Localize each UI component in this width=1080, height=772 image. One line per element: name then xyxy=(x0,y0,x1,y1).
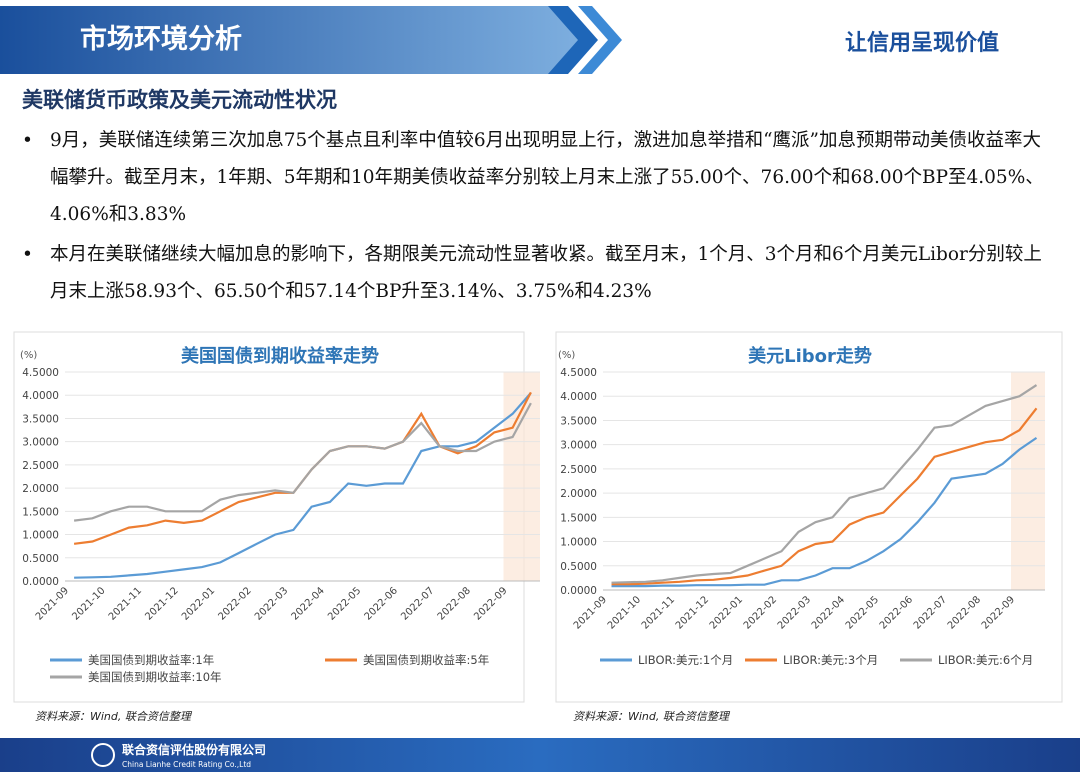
y-tick-label: 2.5000 xyxy=(22,460,59,472)
chart-frame xyxy=(555,331,1063,703)
y-tick-label: 0.0000 xyxy=(560,585,597,597)
line xyxy=(611,407,1038,586)
y-tick-label: 2.0000 xyxy=(560,488,597,500)
y-tick-label: 1.0000 xyxy=(22,530,59,542)
x-tick-label: 2021-09 xyxy=(572,594,609,631)
y-tick-label: 4.0000 xyxy=(560,391,597,403)
x-tick-label: 2022-07 xyxy=(399,585,436,622)
x-tick-label: 2022-03 xyxy=(776,594,813,631)
y-tick-label: 2.5000 xyxy=(560,464,597,476)
x-tick-label: 2022-06 xyxy=(878,594,915,631)
y-tick-label: 0.5000 xyxy=(560,561,597,573)
x-tick-label: 2021-12 xyxy=(674,594,711,631)
x-tick-label: 2021-09 xyxy=(34,585,71,622)
x-tick-label: 2022-08 xyxy=(946,594,983,631)
line xyxy=(611,436,1038,588)
highlight xyxy=(1011,372,1045,590)
footer-band xyxy=(0,738,1080,772)
x-tick-label: 2021-10 xyxy=(606,594,643,631)
chart-frame xyxy=(13,331,525,703)
legend-label: 美国国债到期收益率:1年 xyxy=(88,653,214,667)
bullet-dot: • xyxy=(22,244,33,265)
y-tick-label: 4.5000 xyxy=(22,367,59,379)
chevron xyxy=(578,6,622,74)
y-tick-label: 3.0000 xyxy=(22,437,59,449)
source-note: 资料来源：Wind, 联合资信整理 xyxy=(35,710,193,723)
bullet-text: 本月在美联储继续大幅加息的影响下，各期限美元流动性显著收紧。截至月末，1个月、3… xyxy=(50,244,1042,302)
chart-title: 美元Libor走势 xyxy=(748,345,872,367)
y-tick-label: 4.0000 xyxy=(22,390,59,402)
x-tick-label: 2022-03 xyxy=(253,585,290,622)
x-tick-label: 2021-10 xyxy=(70,585,107,622)
slogan: 让信用呈现价值 xyxy=(845,30,999,56)
x-tick-label: 2021-12 xyxy=(143,585,180,622)
bullet-text: 9月，美联储连续第三次加息75个基点且利率中值较6月出现明显上行，激进加息举措和… xyxy=(50,130,1044,225)
y-tick-label: 3.0000 xyxy=(560,440,597,452)
x-tick-label: 2021-11 xyxy=(640,594,677,631)
y-tick-label: 0.0000 xyxy=(22,576,59,588)
y-tick-label: 2.0000 xyxy=(22,483,59,495)
legend-label: 美国国债到期收益率:10年 xyxy=(88,670,222,684)
line xyxy=(73,402,532,522)
x-tick-label: 2022-05 xyxy=(326,585,363,622)
y-tick-label: 0.5000 xyxy=(22,553,59,565)
header: 市场环境分析 让信用呈现价值 xyxy=(0,6,999,74)
legend-label: 美国国债到期收益率:5年 xyxy=(363,653,489,667)
x-tick-label: 2022-01 xyxy=(180,585,217,622)
y-unit: (%) xyxy=(558,350,575,361)
charts: 美国国债到期收益率走势 (%) 0.0000 0.5000 1.0000 1.5000 2.… xyxy=(13,331,1063,723)
section-title: 美联储货币政策及美元流动性状况 xyxy=(22,88,337,112)
line xyxy=(74,392,532,579)
chevron xyxy=(548,6,598,74)
bullet-dot: • xyxy=(22,130,33,151)
x-tick-label: 2022-07 xyxy=(912,594,949,631)
line xyxy=(611,384,1038,584)
line xyxy=(73,391,532,545)
y-tick-label: 1.5000 xyxy=(22,506,59,518)
legend-label: LIBOR:美元:3个月 xyxy=(783,653,878,667)
y-tick-label: 3.5000 xyxy=(560,415,597,427)
x-tick-label: 2022-01 xyxy=(708,594,745,631)
company-name: 联合资信评估股份有限公司 xyxy=(122,742,266,757)
x-tick-label: 2022-02 xyxy=(216,585,253,622)
chart-title: 美国国债到期收益率走势 xyxy=(181,345,379,367)
y-tick-label: 1.5000 xyxy=(560,512,597,524)
x-tick-label: 2022-04 xyxy=(810,594,847,631)
y-tick-label: 3.5000 xyxy=(22,413,59,425)
x-tick-label: 2021-11 xyxy=(107,585,144,622)
logo xyxy=(91,743,115,767)
x-tick-label: 2022-04 xyxy=(290,585,327,622)
x-tick-label: 2022-08 xyxy=(436,585,473,622)
x-tick-label: 2022-06 xyxy=(363,585,400,622)
bullet: • 本月在美联储继续大幅加息的影响下，各期限美元流动性显著收紧。截至月末，1个月、… xyxy=(22,236,1052,310)
x-tick-label: 2022-09 xyxy=(980,594,1017,631)
header-band xyxy=(0,6,590,74)
header-title: 市场环境分析 xyxy=(80,23,242,55)
company-name-en: China Lianhe Credit Rating Co.,Ltd xyxy=(122,760,251,769)
x-tick-label: 2022-05 xyxy=(844,594,881,631)
y-tick-label: 1.0000 xyxy=(560,537,597,549)
y-unit: (%) xyxy=(20,350,37,361)
legend-label: LIBOR:美元:1个月 xyxy=(638,653,733,667)
x-tick-label: 2022-02 xyxy=(742,594,779,631)
highlight xyxy=(503,372,540,581)
source-note: 资料来源：Wind, 联合资信整理 xyxy=(573,710,731,723)
y-tick-label: 4.5000 xyxy=(560,367,597,379)
x-tick-label: 2022-09 xyxy=(472,585,509,622)
footer: 联合资信评估股份有限公司 China Lianhe Credit Rating … xyxy=(0,738,1080,772)
legend-label: LIBOR:美元:6个月 xyxy=(938,653,1033,667)
bullet: • 9月，美联储连续第三次加息75个基点且利率中值较6月出现明显上行，激进加息举措… xyxy=(22,122,1052,233)
